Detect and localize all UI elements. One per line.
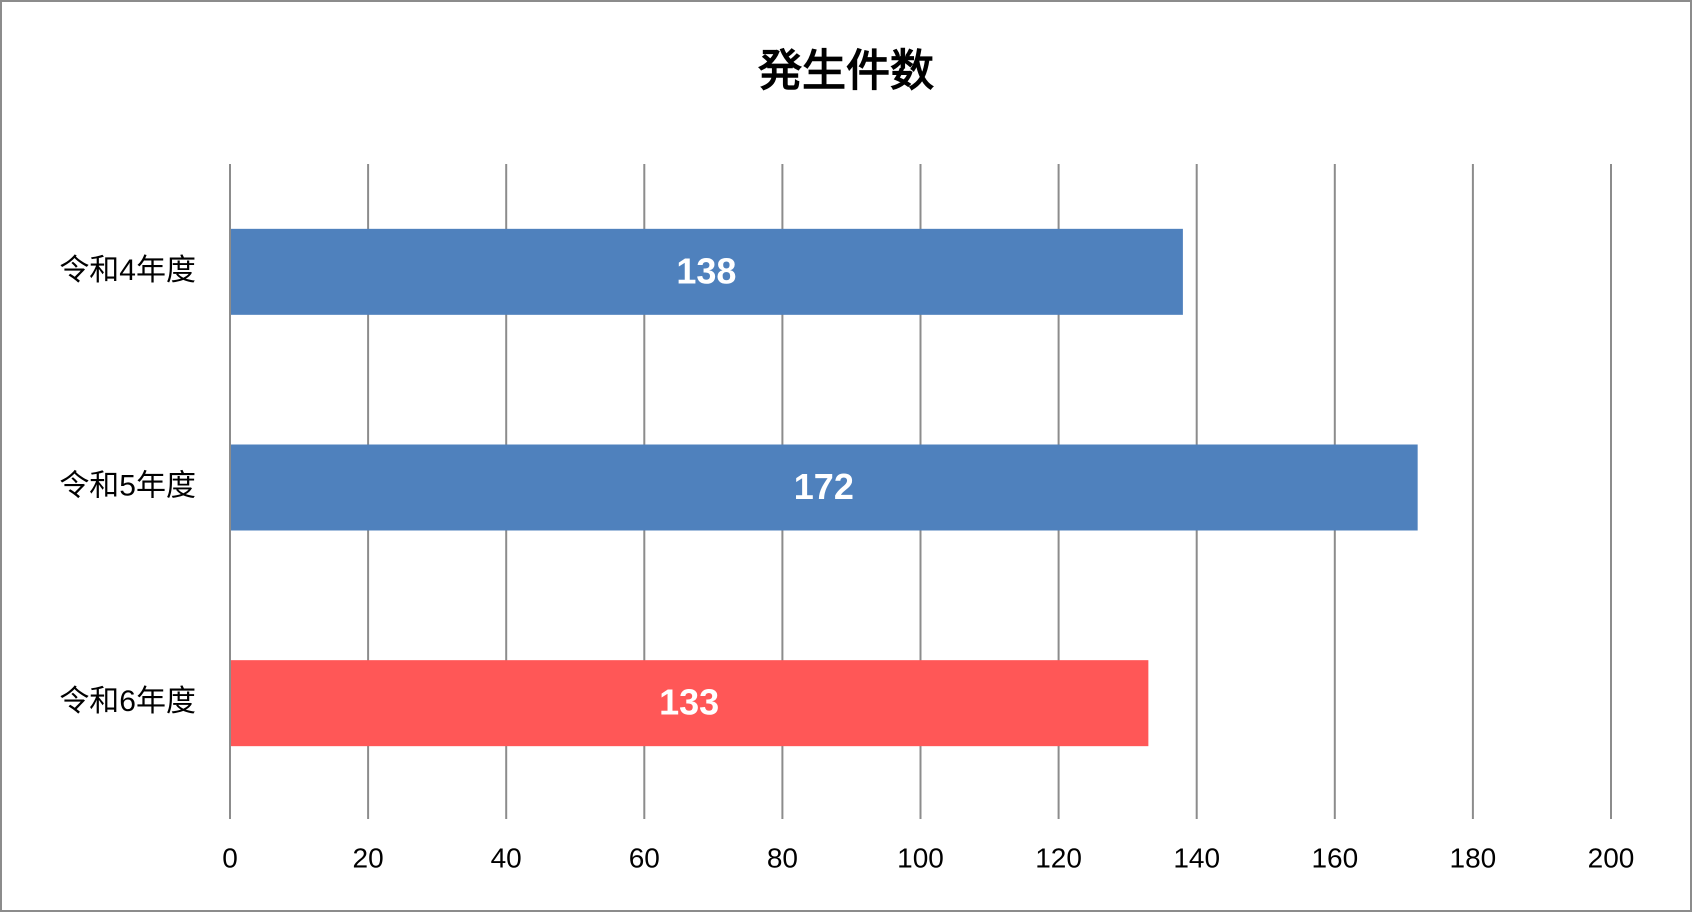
x-tick-label: 60 [629, 842, 660, 873]
bar [230, 660, 1149, 747]
chart-title: 発生件数 [757, 47, 934, 96]
data-label: 133 [659, 682, 719, 723]
y-tick-label: 令和6年度 [59, 685, 196, 718]
x-tick-label: 40 [491, 842, 522, 873]
x-tick-label: 160 [1311, 842, 1358, 873]
x-tick-label: 140 [1173, 842, 1220, 873]
x-tick-label: 120 [1035, 842, 1082, 873]
x-tick-label: 200 [1588, 842, 1635, 873]
bar [230, 444, 1418, 531]
x-tick-label: 180 [1450, 842, 1497, 873]
data-label: 172 [794, 466, 854, 507]
x-tick-label: 80 [767, 842, 798, 873]
data-label: 138 [676, 250, 736, 291]
x-tick-label: 20 [353, 842, 384, 873]
x-tick-label: 100 [897, 842, 944, 873]
bar [230, 228, 1183, 315]
y-tick-label: 令和4年度 [59, 254, 196, 287]
y-tick-label: 令和5年度 [59, 469, 196, 502]
x-tick-label: 0 [222, 842, 238, 873]
